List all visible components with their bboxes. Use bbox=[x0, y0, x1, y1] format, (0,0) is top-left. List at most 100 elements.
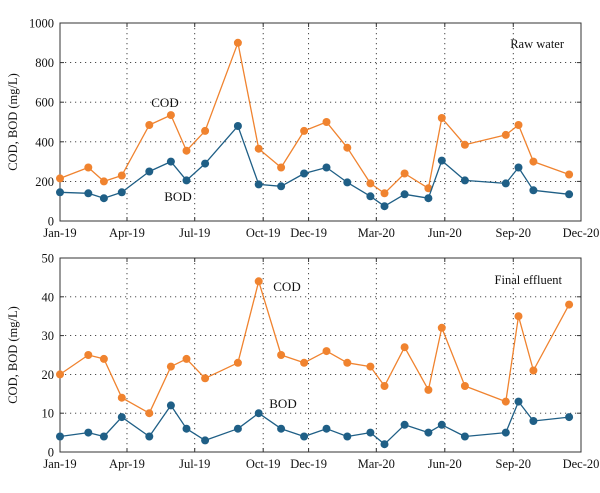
y-tick-label: 1000 bbox=[29, 17, 54, 31]
bod-data-point bbox=[84, 189, 93, 198]
x-tick-label: Dec-19 bbox=[290, 457, 327, 471]
bod-data-point bbox=[166, 401, 175, 410]
cod-series-line bbox=[59, 42, 570, 194]
plot-frame bbox=[59, 22, 582, 222]
bod-data-point bbox=[201, 159, 210, 168]
cod-data-point bbox=[437, 114, 446, 122]
y-tick-label: 600 bbox=[35, 96, 54, 110]
x-tick-label: Jan-19 bbox=[43, 226, 76, 240]
cod-data-point bbox=[254, 277, 263, 286]
cod-data-point bbox=[437, 323, 446, 332]
bod-data-point bbox=[145, 167, 154, 176]
cod-data-point bbox=[514, 121, 523, 129]
bod-data-point bbox=[277, 424, 286, 433]
bod-data-point bbox=[322, 424, 331, 433]
bod-data-point bbox=[99, 194, 108, 203]
cod-data-point bbox=[343, 358, 352, 367]
cod-data-point bbox=[565, 170, 574, 179]
final-effluent-chart: 0 10 20 30 40 50 Jan-19 Apr-19 Jul-19 Oct-19 Dec-1… bbox=[6, 252, 599, 472]
cod-data-point bbox=[201, 126, 210, 135]
x-tick-label: Dec-20 bbox=[563, 226, 600, 240]
bod-data-point bbox=[300, 169, 309, 178]
bod-data-point bbox=[145, 432, 154, 441]
y-tick-label: 800 bbox=[35, 56, 54, 70]
bod-data-point bbox=[514, 163, 523, 172]
y-axis-title: COD, BOD (mg/L) bbox=[6, 73, 20, 171]
cod-data-point bbox=[56, 370, 64, 379]
cod-data-point bbox=[182, 146, 191, 155]
x-tick-label: Apr-19 bbox=[109, 226, 145, 240]
bod-data-point bbox=[254, 409, 263, 418]
x-tick-label: Jul-19 bbox=[179, 457, 210, 471]
x-tick-label: Mar-20 bbox=[358, 457, 395, 471]
cod-data-point bbox=[501, 130, 510, 139]
bod-data-point bbox=[56, 188, 64, 197]
cod-series-label: COD bbox=[151, 95, 178, 110]
bod-data-point bbox=[99, 432, 108, 441]
bod-data-point bbox=[233, 424, 242, 433]
y-tick-label: 50 bbox=[42, 252, 55, 266]
cod-data-point bbox=[380, 189, 389, 198]
cod-data-point bbox=[99, 354, 108, 363]
bod-data-point bbox=[529, 417, 538, 425]
bod-series-label: BOD bbox=[164, 189, 191, 204]
bod-series-line bbox=[59, 125, 570, 207]
bod-data-point bbox=[424, 194, 433, 203]
cod-data-point bbox=[529, 157, 538, 166]
bod-data-point bbox=[84, 428, 93, 437]
x-tick-label: Apr-19 bbox=[109, 457, 145, 471]
x-tick-label: Jun-20 bbox=[428, 457, 462, 471]
cod-data-point bbox=[514, 312, 523, 321]
cod-data-point bbox=[343, 143, 352, 152]
bod-data-point bbox=[117, 413, 126, 422]
cod-data-point bbox=[277, 351, 286, 359]
bod-series-label: BOD bbox=[269, 396, 296, 411]
cod-data-point bbox=[400, 169, 409, 178]
bod-data-point bbox=[400, 190, 409, 199]
bod-data-point bbox=[437, 420, 446, 429]
cod-data-point bbox=[424, 385, 433, 394]
y-tick-label: 40 bbox=[42, 290, 55, 304]
panel-title: Raw water bbox=[510, 37, 565, 51]
cod-data-point bbox=[84, 351, 93, 359]
cod-data-point bbox=[182, 354, 191, 363]
cod-data-point bbox=[233, 38, 242, 47]
x-tick-label: Oct-19 bbox=[246, 457, 281, 471]
cod-series-line bbox=[59, 280, 570, 414]
cod-data-point bbox=[56, 174, 64, 183]
x-tick-label: Dec-20 bbox=[563, 457, 600, 471]
cod-data-point bbox=[460, 140, 469, 149]
bod-data-point bbox=[565, 413, 574, 422]
x-tick-label: Sep-20 bbox=[496, 457, 531, 471]
bod-data-point bbox=[277, 182, 286, 191]
bod-data-point bbox=[254, 180, 263, 189]
bod-data-point bbox=[460, 432, 469, 441]
cod-data-point bbox=[501, 397, 510, 406]
cod-data-point bbox=[322, 347, 331, 356]
bod-data-point bbox=[460, 176, 469, 185]
bod-data-point bbox=[343, 178, 352, 187]
cod-data-point bbox=[300, 126, 309, 135]
bod-data-point bbox=[514, 397, 523, 406]
y-tick-label: 30 bbox=[42, 329, 55, 343]
cod-data-point bbox=[277, 163, 286, 172]
bod-data-point bbox=[322, 163, 331, 172]
bod-data-point bbox=[366, 192, 375, 201]
bod-data-point bbox=[501, 428, 510, 437]
cod-data-point bbox=[201, 374, 210, 383]
cod-data-point bbox=[166, 362, 175, 371]
x-tick-label: Mar-20 bbox=[358, 226, 395, 240]
y-tick-label: 400 bbox=[35, 135, 54, 149]
cod-data-point bbox=[300, 358, 309, 367]
cod-data-point bbox=[366, 179, 375, 188]
bod-data-point bbox=[501, 179, 510, 188]
bod-data-point bbox=[166, 157, 175, 166]
cod-data-point bbox=[145, 121, 154, 129]
bod-data-point bbox=[117, 188, 126, 197]
bod-data-point bbox=[182, 424, 191, 433]
cod-data-point bbox=[84, 163, 93, 172]
cod-data-point bbox=[565, 300, 574, 309]
y-tick-label: 10 bbox=[42, 407, 55, 421]
bod-data-point bbox=[380, 440, 389, 449]
panel-title: Final effluent bbox=[495, 273, 563, 287]
